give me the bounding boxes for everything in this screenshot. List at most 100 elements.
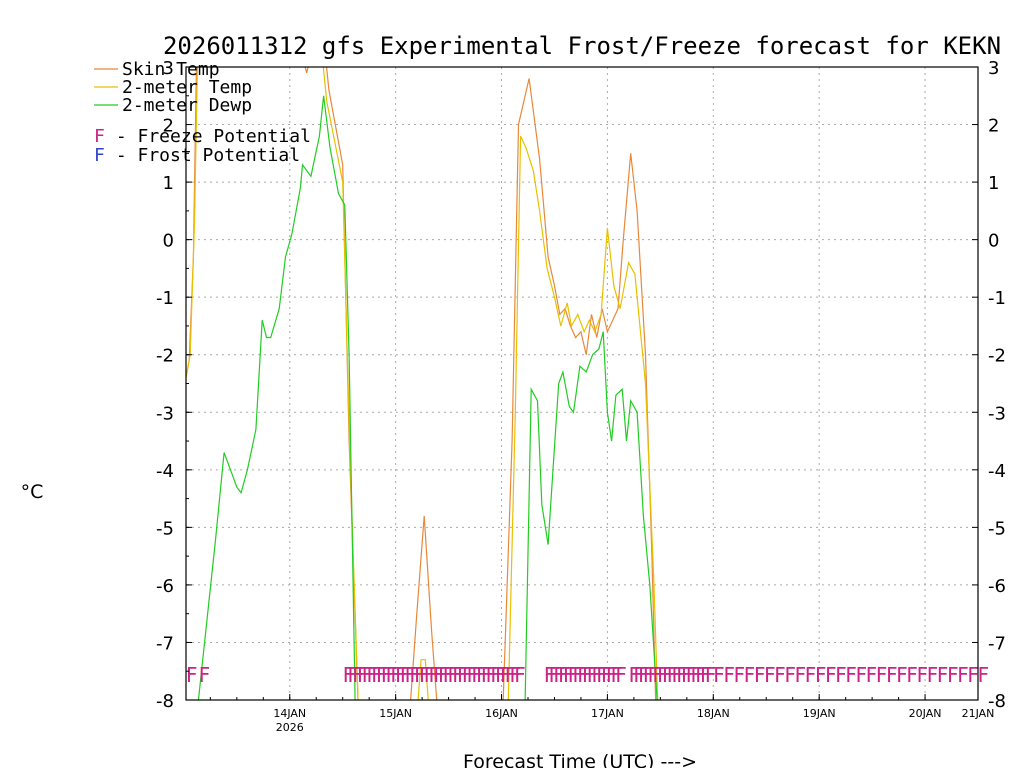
freeze-flag-marker: F	[558, 663, 570, 687]
freeze-flag-marker: F	[686, 663, 698, 687]
freeze-flag-marker: F	[784, 663, 796, 687]
freeze-flag-marker: F	[606, 663, 618, 687]
x-tick-label: 16JAN	[485, 707, 518, 720]
y-tick-label-left: -1	[156, 288, 174, 309]
freeze-flag-marker: F	[343, 663, 355, 687]
legend-frost-letter: F	[94, 145, 105, 166]
freeze-flag-marker: F	[457, 663, 469, 687]
freeze-flag-marker: F	[633, 663, 645, 687]
freeze-flag-marker: F	[462, 663, 474, 687]
freeze-flag-marker: F	[592, 663, 604, 687]
x-tick-label: 20JAN	[909, 707, 942, 720]
freeze-flag-marker: F	[438, 663, 450, 687]
freeze-flag-marker: F	[596, 663, 608, 687]
freeze-flag-marker: F	[754, 663, 766, 687]
freeze-flag-marker: F	[505, 663, 517, 687]
freeze-flag-marker: F	[409, 663, 421, 687]
freeze-flag-marker: F	[471, 663, 483, 687]
freeze-flag-marker: F	[611, 663, 623, 687]
y-tick-label-left: -5	[156, 518, 174, 539]
y-tick-label-right: -6	[988, 576, 1006, 597]
y-tick-label-right: 2	[988, 116, 999, 137]
x-tick-label: 19JAN	[803, 707, 836, 720]
freeze-flag-marker: F	[367, 663, 379, 687]
freeze-flag-marker: F	[428, 663, 440, 687]
freeze-flag-marker: F	[357, 663, 369, 687]
x-tick-label: 14JAN	[273, 707, 306, 720]
freeze-flag-marker: F	[917, 663, 929, 687]
y-tick-label-right: -7	[988, 633, 1006, 654]
freeze-flag-marker: F	[629, 663, 641, 687]
legend-freeze-label: - Freeze Potential	[105, 126, 311, 147]
freeze-flag-marker: F	[835, 663, 847, 687]
y-tick-label-right: -8	[988, 691, 1006, 712]
freeze-flag-marker: F	[500, 663, 512, 687]
freeze-flag-marker: F	[744, 663, 756, 687]
ticks-layer: -8 -8 -7 -7 -6 -6 -5 -5 -4 -4 -3 -3 -2 -2 -1 -1 0 0 1 1 2 2 3 3…	[156, 58, 1006, 734]
y-tick-label-right: -3	[988, 403, 1006, 424]
freeze-flag-marker: F	[495, 663, 507, 687]
legend-label-2m-temp: 2-meter Temp	[122, 77, 252, 98]
y-axis-label: °C	[21, 481, 44, 503]
series-line-2-meter-dewp	[197, 95, 658, 700]
freeze-flag-marker: F	[667, 663, 679, 687]
freeze-flag-marker: F	[978, 663, 990, 687]
freeze-flag-marker: F	[734, 663, 746, 687]
freeze-flag-marker: F	[615, 663, 627, 687]
freeze-flag-marker: F	[563, 663, 575, 687]
freeze-flag-marker: F	[662, 663, 674, 687]
freeze-flag-marker: F	[815, 663, 827, 687]
freeze-flag-marker: F	[648, 663, 660, 687]
legend-label-2m-dewp: 2-meter Dewp	[122, 95, 252, 116]
y-tick-label-left: 3	[163, 58, 174, 79]
freeze-flag-marker: F	[671, 663, 683, 687]
y-tick-label-right: 0	[988, 231, 999, 252]
freeze-flag-marker: F	[845, 663, 857, 687]
freeze-flag-marker: F	[681, 663, 693, 687]
freeze-flag-marker: F	[764, 663, 776, 687]
freeze-flag-marker: F	[795, 663, 807, 687]
y-tick-label-right: -4	[988, 461, 1006, 482]
freeze-flag-marker: F	[395, 663, 407, 687]
y-tick-label-right: 1	[988, 173, 999, 194]
freeze-flag-marker: F	[676, 663, 688, 687]
y-tick-label-right: -5	[988, 518, 1006, 539]
freeze-flag-marker: F	[352, 663, 364, 687]
y-tick-label-left: -6	[156, 576, 174, 597]
freeze-flag-marker: F	[643, 663, 655, 687]
y-tick-label-left: -4	[156, 461, 174, 482]
grid	[186, 67, 978, 700]
freeze-flag-marker: F	[876, 663, 888, 687]
freeze-flag-marker: F	[825, 663, 837, 687]
freeze-flag-marker: F	[381, 663, 393, 687]
freeze-flag-marker: F	[957, 663, 969, 687]
x-tick-label: 21JAN	[962, 707, 995, 720]
freeze-flag-marker: F	[347, 663, 359, 687]
freeze-flag-marker: F	[467, 663, 479, 687]
freeze-flag-marker: F	[390, 663, 402, 687]
freeze-flag-marker: F	[638, 663, 650, 687]
freeze-flag-marker: F	[886, 663, 898, 687]
freeze-flag-marker: F	[448, 663, 460, 687]
freeze-flag-marker: F	[705, 663, 717, 687]
freeze-flag-marker: F	[452, 663, 464, 687]
series-line-2-meter-temp	[186, 67, 659, 700]
freeze-flag-marker: F	[700, 663, 712, 687]
series-layer	[186, 67, 659, 700]
legend-label-skin-temp: Skin Temp	[122, 59, 220, 80]
x-tick-sublabel: 2026	[276, 721, 304, 734]
freeze-flag-marker: F	[544, 663, 556, 687]
freeze-flag-marker: F	[509, 663, 521, 687]
freeze-flag-marker: F	[371, 663, 383, 687]
freeze-flag-marker: F	[553, 663, 565, 687]
freeze-flag-marker: F	[490, 663, 502, 687]
freeze-flag-marker: F	[572, 663, 584, 687]
freeze-flag-marker: F	[376, 663, 388, 687]
freeze-flag-marker: F	[805, 663, 817, 687]
freeze-flag-marker: F	[549, 663, 561, 687]
freeze-flag-marker: F	[866, 663, 878, 687]
freeze-flag-marker: F	[386, 663, 398, 687]
freeze-flag-marker: F	[443, 663, 455, 687]
freeze-flag-marker: F	[582, 663, 594, 687]
